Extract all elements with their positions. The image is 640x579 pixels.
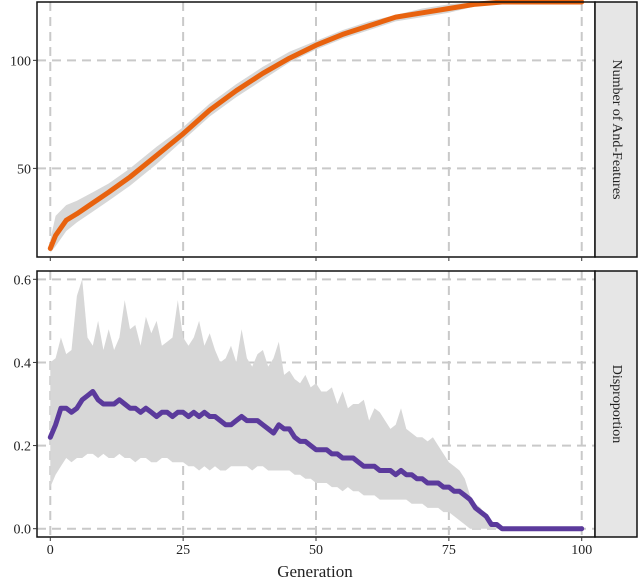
y-tick-label: 0.2 xyxy=(14,440,32,455)
y-tick-label: 0.6 xyxy=(14,273,32,288)
facet-strip-label: Number of And-Features xyxy=(609,60,624,200)
y-tick-label: 0.4 xyxy=(14,356,32,371)
x-tick-label: 0 xyxy=(47,543,54,558)
x-tick-label: 50 xyxy=(309,543,323,558)
facet-strip xyxy=(594,270,638,538)
x-tick-label: 75 xyxy=(442,543,456,558)
series-line xyxy=(47,0,585,251)
x-tick-label: 100 xyxy=(571,543,592,558)
facet-strip xyxy=(594,1,638,258)
x-tick-label: 25 xyxy=(176,543,190,558)
x-axis-label: Generation xyxy=(277,562,353,579)
panel-and-features: Number of And-Features 50 100 xyxy=(10,0,638,261)
y-tick-label: 50 xyxy=(17,162,31,177)
y-tick-label: 0.0 xyxy=(14,523,32,538)
facet-strip-label: Disproportion xyxy=(609,365,624,444)
confidence-band xyxy=(50,279,582,529)
series-line xyxy=(47,389,585,532)
panel-disproportion: Disproportion 0.0 0.2 0.4 0.6 0 25 50 75 100 xyxy=(14,270,638,558)
y-tick-label: 100 xyxy=(10,54,31,69)
